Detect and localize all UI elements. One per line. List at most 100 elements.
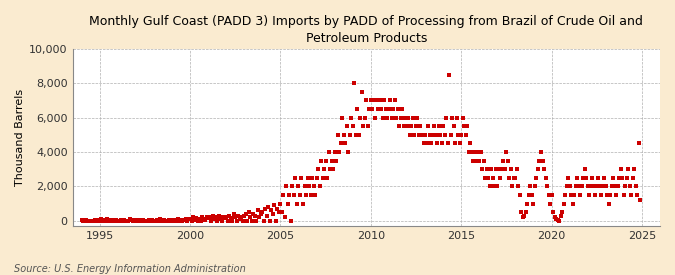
Point: [185, 217, 196, 221]
Point: [426, 141, 437, 146]
Point: [379, 98, 389, 103]
Point: [348, 124, 358, 128]
Point: [507, 184, 518, 189]
Point: [433, 124, 444, 128]
Point: [306, 175, 317, 180]
Point: [332, 133, 343, 137]
Point: [88, 219, 99, 223]
Point: [305, 193, 316, 197]
Point: [222, 219, 233, 223]
Point: [576, 184, 587, 189]
Point: [163, 218, 174, 222]
Point: [446, 133, 456, 137]
Point: [120, 219, 131, 223]
Title: Monthly Gulf Coast (PADD 3) Imports by PADD of Processing from Brazil of Crude O: Monthly Gulf Coast (PADD 3) Imports by P…: [89, 15, 643, 45]
Point: [629, 167, 640, 171]
Point: [86, 219, 97, 223]
Point: [397, 107, 408, 111]
Point: [244, 210, 254, 214]
Point: [567, 201, 578, 206]
Point: [524, 193, 535, 197]
Point: [569, 193, 580, 197]
Point: [105, 218, 115, 222]
Point: [156, 219, 167, 223]
Point: [400, 116, 411, 120]
Point: [192, 219, 203, 223]
Point: [442, 141, 453, 146]
Point: [362, 124, 373, 128]
Point: [126, 218, 136, 222]
Point: [412, 116, 423, 120]
Point: [391, 116, 402, 120]
Point: [589, 184, 599, 189]
Point: [477, 167, 487, 171]
Point: [224, 213, 235, 218]
Point: [205, 215, 215, 219]
Point: [248, 212, 259, 216]
Point: [439, 133, 450, 137]
Point: [443, 73, 454, 77]
Point: [546, 193, 557, 197]
Point: [616, 167, 626, 171]
Point: [578, 175, 589, 180]
Point: [319, 167, 329, 171]
Point: [540, 175, 551, 180]
Point: [519, 213, 530, 218]
Point: [612, 184, 623, 189]
Point: [329, 150, 340, 154]
Point: [135, 218, 146, 222]
Point: [575, 193, 586, 197]
Point: [466, 150, 477, 154]
Point: [371, 98, 382, 103]
Point: [234, 217, 245, 221]
Point: [168, 218, 179, 222]
Point: [593, 175, 603, 180]
Point: [219, 216, 230, 220]
Point: [512, 167, 522, 171]
Point: [279, 215, 290, 219]
Point: [293, 184, 304, 189]
Point: [561, 184, 572, 189]
Point: [541, 184, 552, 189]
Point: [304, 184, 315, 189]
Point: [275, 201, 286, 206]
Point: [603, 201, 614, 206]
Point: [475, 150, 486, 154]
Point: [246, 219, 257, 223]
Point: [269, 203, 279, 207]
Point: [496, 167, 507, 171]
Point: [343, 150, 354, 154]
Point: [453, 133, 464, 137]
Point: [416, 133, 427, 137]
Point: [493, 167, 504, 171]
Point: [370, 116, 381, 120]
Point: [212, 219, 223, 223]
Point: [533, 167, 543, 171]
Point: [290, 175, 301, 180]
Point: [359, 116, 370, 120]
Point: [136, 219, 147, 223]
Point: [157, 219, 168, 223]
Point: [361, 98, 372, 103]
Point: [188, 215, 198, 219]
Point: [99, 218, 109, 222]
Point: [179, 218, 190, 222]
Point: [123, 219, 134, 223]
Point: [635, 198, 646, 202]
Point: [213, 214, 224, 219]
Point: [608, 175, 619, 180]
Point: [186, 219, 197, 223]
Point: [183, 217, 194, 221]
Point: [134, 219, 144, 223]
Point: [518, 215, 529, 219]
Point: [263, 205, 274, 209]
Point: [591, 184, 602, 189]
Point: [483, 175, 493, 180]
Point: [145, 219, 156, 223]
Point: [118, 218, 129, 222]
Point: [198, 217, 209, 221]
Point: [167, 219, 178, 223]
Point: [239, 213, 250, 218]
Point: [491, 167, 502, 171]
Point: [128, 219, 138, 223]
